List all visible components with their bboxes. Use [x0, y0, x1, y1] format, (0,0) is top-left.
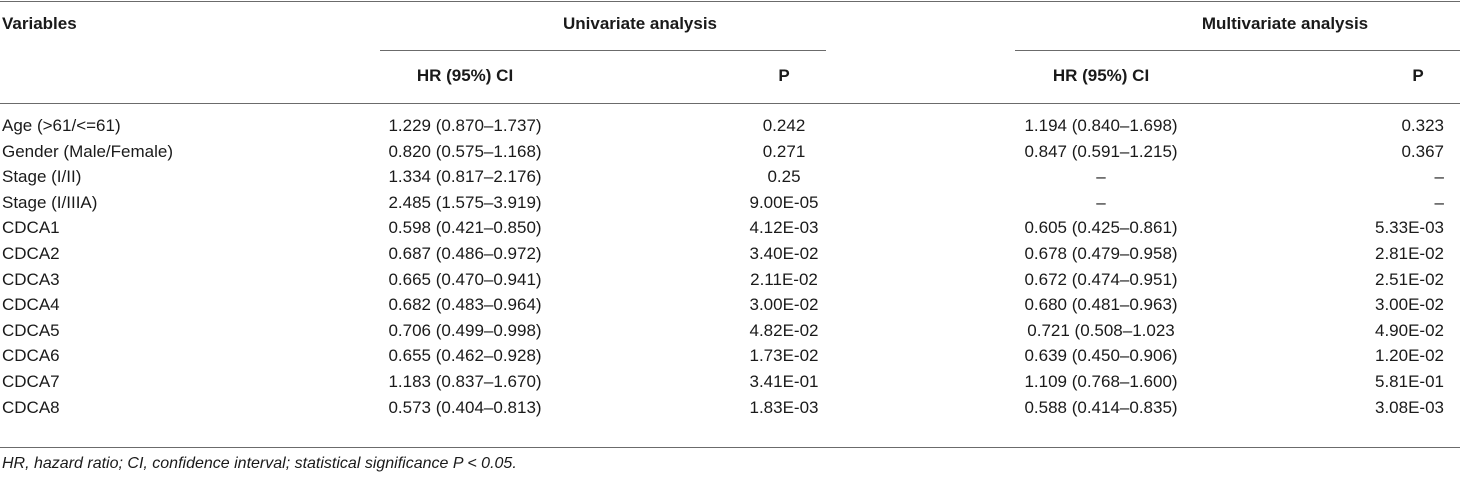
multivariate-p-cell: 0.367: [1401, 142, 1444, 161]
univariate-hr-cell: 2.485 (1.575–3.919): [388, 193, 542, 212]
univariate-hr-cell: 0.820 (0.575–1.168): [388, 142, 542, 161]
variable-cell: CDCA6: [2, 346, 60, 365]
multivariate-span-rule: [1015, 50, 1460, 51]
multivariate-hr-cell: 0.605 (0.425–0.861): [1024, 218, 1178, 237]
univariate-p-cell: 4.82E-02: [749, 321, 819, 340]
univariate-hr-cell: 0.665 (0.470–0.941): [388, 270, 542, 289]
univariate-hr-cell: 0.598 (0.421–0.850): [388, 218, 542, 237]
multivariate-hr-cell: 0.672 (0.474–0.951): [1024, 270, 1178, 289]
multivariate-p-cell: 0.323: [1401, 116, 1444, 135]
multivariate-hr-cell: 0.639 (0.450–0.906): [1024, 346, 1178, 365]
multivariate-p-cell: 5.81E-01: [1375, 372, 1444, 391]
header-multivariate-analysis: Multivariate analysis: [1201, 14, 1369, 33]
univariate-p-cell: 4.12E-03: [749, 218, 819, 237]
univariate-p-cell: 1.73E-02: [749, 346, 819, 365]
univariate-p-cell: 9.00E-05: [749, 193, 819, 212]
multivariate-hr-cell: 1.109 (0.768–1.600): [1024, 372, 1178, 391]
variable-cell: Stage (I/IIIA): [2, 193, 98, 212]
variable-cell: CDCA8: [2, 398, 60, 417]
univariate-hr-cell: 0.682 (0.483–0.964): [388, 295, 542, 314]
multivariate-p-cell: 2.51E-02: [1375, 270, 1444, 289]
multivariate-hr-cell: –: [1096, 193, 1106, 212]
univariate-hr-cell: 0.706 (0.499–0.998): [388, 321, 542, 340]
variable-cell: CDCA3: [2, 270, 60, 289]
univariate-p-cell: 1.83E-03: [749, 398, 819, 417]
univariate-p-cell: 0.271: [762, 142, 806, 161]
variable-cell: Gender (Male/Female): [2, 142, 174, 161]
header-multivariate-p: P: [1412, 66, 1424, 85]
multivariate-p-cell: 1.20E-02: [1375, 346, 1444, 365]
multivariate-hr-cell: 0.680 (0.481–0.963): [1024, 295, 1178, 314]
univariate-hr-cell: 1.334 (0.817–2.176): [388, 167, 542, 186]
header-univariate-p: P: [778, 66, 790, 85]
univariate-hr-cell: 1.183 (0.837–1.670): [388, 372, 542, 391]
multivariate-p-cell: 5.33E-03: [1375, 218, 1444, 237]
multivariate-hr-cell: 0.721 (0.508–1.023: [1027, 321, 1175, 340]
multivariate-p-cell: –: [1434, 167, 1444, 186]
multivariate-hr-cell: 0.588 (0.414–0.835): [1024, 398, 1178, 417]
header-univariate-analysis: Univariate analysis: [562, 14, 718, 33]
multivariate-p-cell: 3.00E-02: [1375, 295, 1444, 314]
variable-cell: CDCA7: [2, 372, 60, 391]
bottom-rule: [0, 447, 1460, 448]
header-bottom-rule: [0, 103, 1460, 104]
top-rule: [0, 1, 1460, 2]
univariate-p-cell: 3.40E-02: [749, 244, 819, 263]
variable-cell: Age (>61/<=61): [2, 116, 121, 135]
univariate-hr-cell: 0.687 (0.486–0.972): [388, 244, 542, 263]
table-footnote: HR, hazard ratio; CI, confidence interva…: [2, 455, 517, 472]
header-multivariate-hr: HR (95%) CI: [1052, 66, 1150, 85]
multivariate-p-cell: 4.90E-02: [1375, 321, 1444, 340]
header-variables: Variables: [2, 14, 77, 33]
multivariate-hr-cell: –: [1096, 167, 1106, 186]
multivariate-p-cell: –: [1434, 193, 1444, 212]
variable-cell: CDCA1: [2, 218, 60, 237]
variable-cell: CDCA4: [2, 295, 60, 314]
univariate-p-cell: 0.242: [762, 116, 806, 135]
univariate-p-cell: 2.11E-02: [750, 270, 818, 289]
multivariate-hr-cell: 1.194 (0.840–1.698): [1024, 116, 1178, 135]
multivariate-hr-cell: 0.847 (0.591–1.215): [1024, 142, 1178, 161]
univariate-hr-cell: 1.229 (0.870–1.737): [388, 116, 542, 135]
multivariate-p-cell: 2.81E-02: [1375, 244, 1444, 263]
univariate-span-rule: [380, 50, 826, 51]
univariate-hr-cell: 0.655 (0.462–0.928): [388, 346, 542, 365]
univariate-p-cell: 0.25: [767, 167, 801, 186]
variable-cell: Stage (I/II): [2, 167, 82, 186]
univariate-hr-cell: 0.573 (0.404–0.813): [388, 398, 542, 417]
multivariate-p-cell: 3.08E-03: [1375, 398, 1444, 417]
multivariate-hr-cell: 0.678 (0.479–0.958): [1024, 244, 1178, 263]
univariate-p-cell: 3.00E-02: [749, 295, 819, 314]
variable-cell: CDCA5: [2, 321, 60, 340]
variable-cell: CDCA2: [2, 244, 60, 263]
univariate-p-cell: 3.41E-01: [749, 372, 819, 391]
header-univariate-hr: HR (95%) CI: [416, 66, 514, 85]
